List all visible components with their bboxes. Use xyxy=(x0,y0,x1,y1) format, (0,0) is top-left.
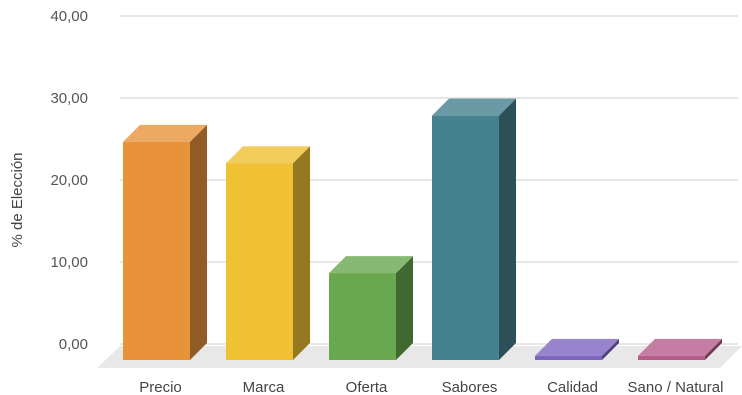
y-tick-label: 30,00 xyxy=(50,90,88,107)
bar xyxy=(535,338,619,360)
x-category-label: Precio xyxy=(139,379,182,395)
bar-side xyxy=(499,98,516,360)
bar xyxy=(329,256,413,360)
gridlines xyxy=(120,15,738,345)
x-category-label: Oferta xyxy=(346,379,388,395)
y-tick-label: 0,00 xyxy=(59,336,88,353)
y-axis-ticks: 0,00 10,00 20,00 30,00 40,00 xyxy=(50,8,88,353)
bar xyxy=(123,124,207,360)
x-category-label: Sano / Natural xyxy=(628,379,724,395)
bar-side xyxy=(705,338,722,360)
bar-top xyxy=(638,338,722,356)
bar-front xyxy=(638,355,705,360)
x-axis-categories: Precio Marca Oferta Sabores Calidad Sano / Na… xyxy=(139,379,723,395)
bar-front xyxy=(535,355,602,360)
bar xyxy=(226,146,310,360)
bar-top xyxy=(432,98,516,116)
bar xyxy=(638,338,722,360)
x-category-label: Marca xyxy=(243,379,285,395)
y-tick-label: 40,00 xyxy=(50,8,88,25)
bar-side xyxy=(602,338,619,360)
bar-side xyxy=(293,146,310,360)
bar-top xyxy=(226,146,310,164)
y-axis-title: % de Elección xyxy=(9,152,26,247)
bar-side xyxy=(396,256,413,360)
x-category-label: Sabores xyxy=(442,379,498,395)
bar-top xyxy=(123,124,207,142)
bar-front xyxy=(226,163,293,360)
bar xyxy=(432,98,516,360)
bar-top xyxy=(329,256,413,274)
y-tick-label: 20,00 xyxy=(50,172,88,189)
y-tick-label: 10,00 xyxy=(50,254,88,271)
bar-top xyxy=(535,338,619,356)
bar-front xyxy=(329,273,396,360)
bar-side xyxy=(190,124,207,360)
x-category-label: Calidad xyxy=(547,379,598,395)
bar-front xyxy=(432,115,499,360)
bars xyxy=(123,98,722,360)
bar-front xyxy=(123,141,190,360)
